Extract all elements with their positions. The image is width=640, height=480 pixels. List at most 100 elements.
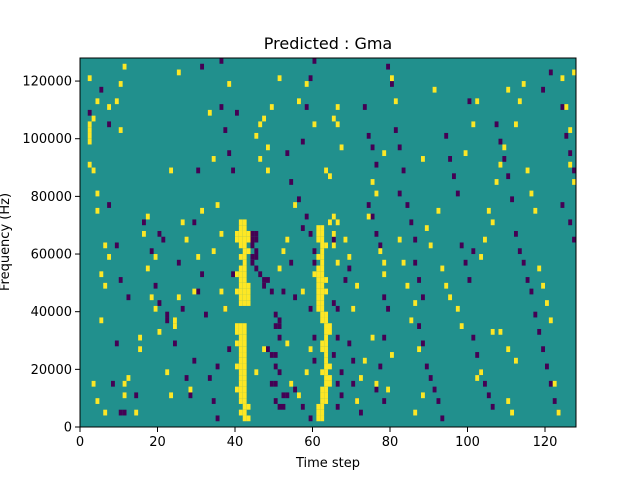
- heatmap-cell-low: [312, 248, 317, 255]
- heatmap-cell-low: [335, 380, 340, 387]
- heatmap-cell-high: [95, 398, 100, 404]
- heatmap-cell-high: [459, 323, 464, 329]
- heatmap-cell-high: [316, 271, 321, 278]
- heatmap-cell-high: [238, 375, 243, 381]
- heatmap-cell-high: [374, 190, 379, 197]
- y-tick-label: 80000: [31, 190, 72, 205]
- heatmap-cell-low: [200, 63, 205, 70]
- heatmap-cell-high: [328, 375, 332, 381]
- heatmap-cell-low: [421, 294, 425, 301]
- heatmap-cell-high: [238, 334, 243, 341]
- heatmap-cell-high: [475, 375, 480, 381]
- heatmap-cell-high: [328, 328, 332, 335]
- heatmap-cell-high: [200, 207, 205, 214]
- heatmap-cell-high: [196, 254, 201, 260]
- heatmap-cell-low: [382, 398, 387, 404]
- heatmap-cell-low: [382, 294, 387, 301]
- heatmap-cell-high: [560, 75, 565, 82]
- heatmap-cell-low: [541, 86, 546, 93]
- heatmap-cell-high: [246, 415, 251, 422]
- heatmap-cell-low: [347, 340, 352, 347]
- heatmap-cell-high: [242, 363, 247, 370]
- heatmap-cell-low: [378, 363, 383, 370]
- x-tick-label: 100: [455, 435, 480, 450]
- heatmap-cell-low: [382, 334, 387, 341]
- heatmap-cell-high: [242, 254, 247, 260]
- heatmap-cell-low: [269, 288, 274, 295]
- heatmap-cell-high: [238, 294, 243, 301]
- heatmap-cell-high: [359, 375, 363, 381]
- heatmap-cell-low: [165, 311, 170, 318]
- heatmap-cell-low: [277, 323, 282, 329]
- heatmap-cell-high: [316, 415, 321, 422]
- heatmap-cell-high: [262, 346, 267, 353]
- heatmap-cell-high: [324, 323, 329, 329]
- heatmap-cell-low: [254, 248, 259, 255]
- heatmap-cell-high: [91, 115, 96, 122]
- heatmap-cell-high: [238, 271, 243, 278]
- heatmap-cell-high: [246, 248, 251, 255]
- heatmap-cell-high: [235, 236, 239, 243]
- heatmap-cell-high: [378, 248, 383, 255]
- heatmap-cell-high: [145, 213, 150, 220]
- heatmap-cell-high: [568, 127, 573, 133]
- heatmap-cell-low: [560, 104, 565, 110]
- heatmap-cell-low: [176, 259, 181, 266]
- heatmap-cell-high: [397, 236, 402, 243]
- heatmap-cell-low: [157, 300, 162, 306]
- heatmap-cell-low: [506, 173, 511, 180]
- heatmap-cell-low: [351, 380, 356, 387]
- heatmap-cell-low: [250, 259, 255, 266]
- heatmap-cell-high: [300, 288, 305, 295]
- heatmap-cell-low: [114, 340, 119, 347]
- heatmap-cell-high: [320, 230, 325, 237]
- heatmap-cell-low: [114, 242, 119, 249]
- heatmap-cell-high: [320, 288, 325, 295]
- heatmap-cell-low: [266, 346, 270, 353]
- heatmap-cell-high: [238, 352, 243, 358]
- heatmap-cell-high: [103, 409, 108, 416]
- heatmap-cell-high: [289, 380, 294, 387]
- heatmap-cell-high: [320, 415, 325, 422]
- heatmap-cell-high: [390, 75, 394, 82]
- heatmap-cell-high: [324, 369, 329, 376]
- heatmap-cell-high: [320, 259, 325, 266]
- heatmap-cell-high: [242, 392, 247, 399]
- heatmap-cell-low: [87, 109, 92, 116]
- heatmap-cell-high: [432, 86, 437, 93]
- heatmap-cell-high: [180, 219, 185, 226]
- heatmap-cell-high: [320, 294, 325, 301]
- heatmap-cell-low: [343, 277, 348, 283]
- heatmap-cell-high: [479, 254, 484, 260]
- heatmap-cell-low: [548, 69, 553, 76]
- heatmap-cell-low: [401, 167, 406, 174]
- heatmap-cell-high: [351, 305, 356, 312]
- heatmap-cell-high: [537, 265, 542, 272]
- heatmap-cell-high: [242, 375, 247, 381]
- heatmap-cell-high: [297, 392, 301, 399]
- heatmap-cell-high: [316, 305, 321, 312]
- heatmap-cell-high: [219, 230, 224, 237]
- heatmap-cell-high: [529, 190, 534, 197]
- heatmap-cell-high: [552, 380, 557, 387]
- heatmap-cell-high: [308, 346, 313, 353]
- heatmap-cell-low: [475, 352, 480, 358]
- heatmap-cell-high: [242, 294, 247, 301]
- heatmap-cell-high: [238, 346, 243, 353]
- heatmap-cell-high: [281, 248, 286, 255]
- heatmap-cell-low: [405, 202, 410, 208]
- heatmap-cell-low: [370, 144, 375, 151]
- heatmap-cell-low: [471, 248, 476, 255]
- heatmap-cell-high: [320, 386, 325, 393]
- heatmap-cell-high: [246, 230, 251, 237]
- heatmap-cell-high: [572, 179, 577, 185]
- heatmap-cell-high: [514, 357, 518, 364]
- heatmap-cell-high: [374, 380, 379, 387]
- heatmap-cell-high: [242, 288, 247, 295]
- heatmap-cell-high: [525, 167, 530, 174]
- heatmap-cell-high: [405, 282, 410, 289]
- heatmap-cell-high: [486, 207, 491, 214]
- heatmap-cell-high: [324, 357, 329, 364]
- heatmap-cell-low: [417, 323, 422, 329]
- heatmap-cell-high: [401, 259, 406, 266]
